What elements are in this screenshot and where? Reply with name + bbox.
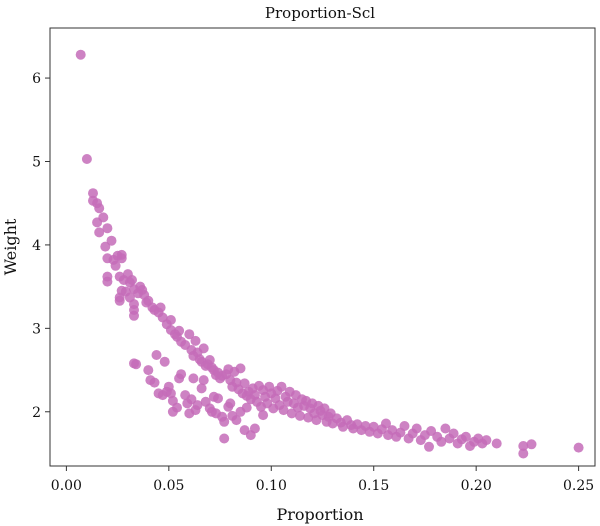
scatter-point (165, 315, 176, 325)
scatter-point (448, 428, 459, 439)
scatter-point (116, 253, 127, 264)
scatter-point (129, 310, 139, 321)
scatter-point (75, 49, 86, 60)
x-tick-label: 0.05 (153, 478, 184, 494)
scatter-point (188, 373, 199, 384)
plot-frame (49, 27, 596, 467)
scatter-point (106, 235, 117, 246)
scatter-point (159, 356, 170, 367)
x-tick-label: 0.00 (51, 478, 82, 494)
scatter-point (424, 441, 434, 452)
scatter-point (481, 435, 492, 446)
scatter-point (167, 406, 178, 417)
scatter-point (149, 377, 160, 388)
scatter-point (174, 325, 185, 336)
scatter-point (143, 365, 154, 376)
scatter-point (276, 381, 287, 392)
scatter-point (81, 154, 92, 164)
scatter-point (88, 188, 98, 199)
scatter-point (196, 383, 207, 394)
scatter-point (176, 369, 187, 380)
scatter-point (94, 227, 105, 238)
y-tick-label: 4 (32, 238, 41, 254)
scatter-point (184, 329, 195, 340)
scatter-point (219, 433, 230, 444)
y-axis-ticks: 2 3 4 5 6 (32, 71, 50, 421)
y-tick-label: 5 (32, 154, 41, 170)
scatter-point (258, 410, 269, 421)
scatter-point (151, 350, 162, 360)
scatter-point (165, 388, 176, 399)
scatter-point (491, 438, 502, 449)
scatter-point (518, 441, 529, 451)
x-tick-label: 0.25 (563, 478, 594, 494)
scatter-point (102, 276, 113, 287)
scatter-point (184, 408, 195, 419)
scatter-point (131, 359, 142, 370)
scatter-point (440, 423, 451, 434)
scatter-point (98, 212, 109, 223)
x-tick-label: 0.15 (358, 478, 389, 494)
scatter-point (573, 442, 584, 453)
scatter-point (436, 436, 447, 447)
points-layer (75, 49, 584, 459)
y-tick-label: 3 (32, 321, 41, 337)
scatter-point (231, 415, 242, 426)
scatter-point (94, 203, 105, 214)
scatter-point (155, 302, 166, 313)
chart-title: Proportion-Scl (265, 4, 375, 22)
scatter-point (110, 260, 121, 271)
x-tick-label: 0.20 (461, 478, 492, 494)
scatter-point (114, 295, 125, 306)
scatter-point (460, 431, 471, 442)
scatter-point (235, 363, 246, 374)
scatter-point (411, 423, 422, 434)
x-axis-ticks: 0.00 0.05 0.10 0.15 0.20 0.25 (51, 466, 594, 494)
y-axis-label: Weight (1, 218, 20, 275)
scatter-point (295, 410, 305, 421)
scatter-point (381, 418, 391, 429)
scatter-point (100, 241, 111, 252)
scatter-point (198, 375, 209, 386)
scatter-point (399, 421, 410, 431)
scatter-point (208, 391, 219, 402)
scatter-point (278, 405, 289, 416)
scatter-point (192, 400, 203, 411)
x-axis-label: Proportion (276, 505, 363, 524)
scatter-point (204, 355, 215, 365)
scatter-point (225, 398, 236, 409)
scatter-point (239, 378, 250, 389)
scatter-point (190, 335, 201, 346)
scatter-point (102, 223, 113, 234)
scatter-point (127, 275, 137, 285)
y-tick-label: 2 (32, 405, 41, 421)
scatter-point (219, 416, 230, 427)
scatter-point (198, 343, 209, 354)
scatter-point (518, 448, 529, 459)
y-tick-label: 6 (32, 71, 41, 87)
scatter-point (241, 402, 252, 413)
x-tick-label: 0.10 (256, 478, 287, 494)
scatter-point (526, 439, 537, 450)
scatter-point (249, 423, 260, 434)
